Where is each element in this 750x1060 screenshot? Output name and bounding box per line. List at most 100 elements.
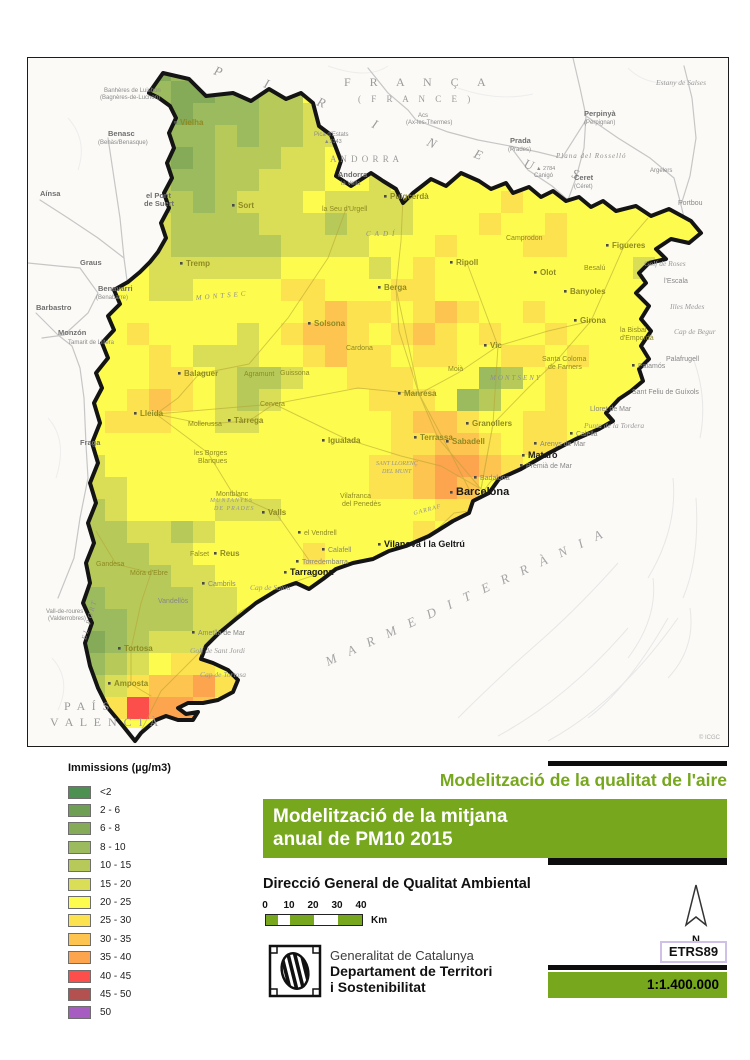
map-label: Solsona [314, 319, 346, 328]
legend-swatch [68, 1006, 91, 1020]
north-arrow-icon [684, 884, 708, 927]
map-label: el Pont [146, 191, 172, 200]
catalonia-border [81, 71, 703, 743]
map-label: (Céret) [574, 184, 593, 190]
organization-block: Generalitat de Catalunya Departament de … [330, 948, 492, 995]
legend-item: 35 - 40 [68, 949, 248, 967]
map-label: Tàrrega [234, 416, 264, 425]
legend-label: 10 - 15 [100, 860, 132, 872]
map-label: Palafrugell [666, 356, 700, 363]
map-label: Vielha [180, 118, 204, 127]
map-label: la Vella [341, 181, 361, 187]
map-title-banner: Modelització de la mitjana anual de PM10… [263, 799, 727, 858]
legend-swatch [68, 804, 91, 818]
legend-item: <2 [68, 783, 248, 801]
scale-bar-segments [265, 914, 363, 926]
map-label: I [261, 75, 272, 91]
legend-item: 40 - 45 [68, 967, 248, 985]
map-label: les Borges [194, 450, 228, 457]
map-label: I [369, 116, 381, 132]
map-label: Vilanova i la Geltrú [384, 539, 465, 549]
map-label: Cardona [346, 345, 373, 352]
legend-label: 35 - 40 [100, 952, 132, 964]
org-line-3: i Sostenibilitat [330, 979, 426, 995]
map-label: Vic [490, 341, 502, 350]
map-label: Monzón [58, 328, 87, 337]
legend-label: 2 - 6 [100, 805, 121, 817]
map-label: Agramunt [244, 371, 274, 378]
map-label: DEL MUNT [381, 469, 412, 475]
legend-item: 2 - 6 [68, 801, 248, 819]
map-label: Ametlla de Mar [198, 630, 246, 637]
legend-item: 30 - 35 [68, 930, 248, 948]
map-label: DE PRADES [213, 506, 255, 512]
generalitat-logo-icon [268, 944, 322, 1003]
map-label: (Benabarre) [96, 295, 128, 301]
legend-swatch [68, 877, 91, 891]
map-label: Tarragona [290, 567, 334, 577]
map-label: MONTSENY [489, 374, 542, 382]
legend-label: 15 - 20 [100, 878, 132, 890]
legend-item: 50 [68, 1004, 248, 1022]
map-label: de Suert [144, 199, 175, 208]
legend-swatch [68, 951, 91, 965]
map-label: Punta de la Tordera [583, 421, 644, 430]
banner-line-1: Modelització de la mitjana [273, 806, 508, 827]
map-label: Perpinyà [584, 109, 617, 118]
legend-item: 20 - 25 [68, 893, 248, 911]
map-label: Girona [580, 316, 606, 325]
map-label: Premià de Mar [526, 463, 573, 470]
subtitle: Direcció General de Qualitat Ambiental [263, 876, 531, 892]
map-label: Estany de Salses [655, 78, 706, 87]
map-label: Manresa [404, 389, 437, 398]
map-label: Guissona [280, 370, 310, 377]
map-label: Cambrils [208, 581, 236, 588]
map-label: Illes Medes [669, 302, 704, 311]
legend-label: <2 [100, 786, 112, 798]
map-label: Badalona [480, 475, 510, 482]
org-line-2: Departament de Territori [330, 963, 493, 979]
map-label: Igualada [328, 436, 361, 445]
map-label: Berga [384, 283, 407, 292]
map-label: Tortosa [124, 644, 153, 653]
scale-segment [314, 915, 338, 925]
map-label: Calafell [328, 547, 352, 554]
map-label: Granollers [472, 419, 513, 428]
map-label: Montblanc [216, 491, 249, 498]
map-label: Banyoles [570, 287, 606, 296]
sea-relief-lines [457, 357, 704, 742]
scale-bar-ticks: 0 10 20 30 40 [262, 900, 425, 912]
map-label: Graus [80, 258, 102, 267]
page-title: Modelització de la qualitat de l'aire [439, 770, 727, 790]
legend-item: 15 - 20 [68, 875, 248, 893]
banner-line-2: anual de PM10 2015 [273, 829, 453, 850]
map-label: CADÍ [366, 230, 398, 238]
map-label: Barbastro [36, 303, 72, 312]
legend-swatch [68, 822, 91, 836]
north-arrow: N [676, 883, 716, 946]
terrain-lines [47, 65, 689, 711]
map-label: Golf de Sant Jordi [190, 646, 245, 655]
map-label: Falset [190, 551, 209, 558]
map-label: la Bisbal [620, 327, 647, 334]
map-label: Tremp [186, 259, 210, 268]
map-label: Sort [238, 201, 254, 210]
map-label: ( F R A N C E ) [358, 94, 474, 104]
map-label: Besalú [584, 265, 606, 272]
map-label: Sant Feliu de Guíxols [632, 389, 699, 396]
map-label: S [570, 166, 581, 182]
map-label: Lleida [140, 409, 164, 418]
map-scale-value: 1:1.400.000 [548, 972, 727, 998]
map-copyright: © ICGC [699, 734, 721, 741]
map-label: Portbou [678, 200, 703, 207]
legend: Immissions (µg/m3) <2 2 - 6 6 - 8 8 - 10 10 … [68, 762, 248, 1022]
map-label: Gandesa [96, 561, 125, 568]
map-label: (Benàs/Benasque) [98, 140, 148, 146]
map-label: Reus [220, 549, 240, 558]
map-label: el Vendrell [304, 530, 337, 537]
scale-segment [290, 915, 314, 925]
map-label: Móra d'Ebre [130, 570, 168, 577]
legend-label: 50 [100, 1007, 112, 1019]
legend-swatch [68, 785, 91, 799]
